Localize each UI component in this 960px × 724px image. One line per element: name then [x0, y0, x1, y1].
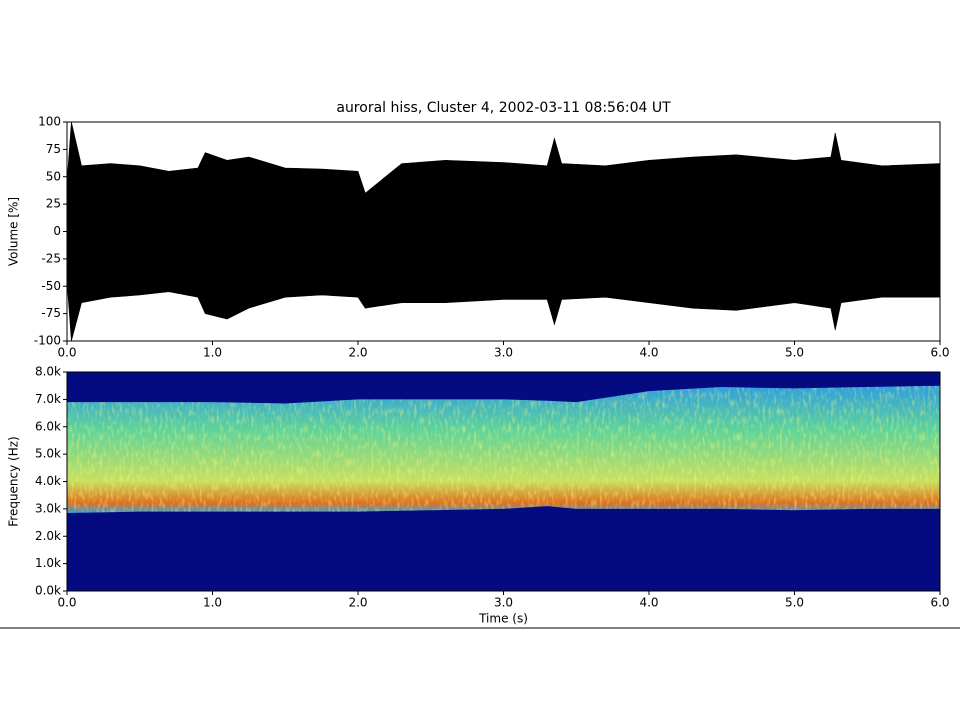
- x-tick-label: 2.0: [348, 346, 367, 360]
- y-tick-label: 2.0k: [35, 529, 61, 543]
- x-tick-label: 1.0: [203, 346, 222, 360]
- y-tick-label: 3.0k: [35, 501, 61, 515]
- x-tick-label: 5.0: [785, 346, 804, 360]
- chart-title: auroral hiss, Cluster 4, 2002-03-11 08:5…: [336, 100, 671, 116]
- y-tick-label: 1.0k: [35, 556, 61, 570]
- hiss-texture: [67, 385, 940, 513]
- x-axis-title: Time (s): [478, 612, 528, 626]
- y-tick-label: -25: [41, 251, 61, 265]
- y-tick-label: 50: [46, 169, 61, 183]
- y-tick-label: 100: [38, 115, 61, 129]
- x-tick-label: 4.0: [639, 346, 658, 360]
- y-tick-label: 25: [46, 197, 61, 211]
- x-tick-label: 6.0: [930, 596, 949, 610]
- y-tick-label: 8.0k: [35, 365, 61, 379]
- y-tick-label: 7.0k: [35, 392, 61, 406]
- y-tick-label: -75: [41, 306, 61, 320]
- y-tick-label: 0.0k: [35, 584, 61, 598]
- y-tick-label: 6.0k: [35, 419, 61, 433]
- y-tick-label: 4.0k: [35, 474, 61, 488]
- x-tick-label: 3.0: [494, 596, 513, 610]
- x-tick-label: 1.0: [203, 596, 222, 610]
- y-tick-label: 75: [46, 142, 61, 156]
- x-tick-label: 0.0: [57, 596, 76, 610]
- waveform-envelope: [66, 121, 941, 342]
- x-tick-label: 2.0: [348, 596, 367, 610]
- x-tick-label: 4.0: [639, 596, 658, 610]
- x-tick-label: 5.0: [785, 596, 804, 610]
- y-tick-label: 0: [53, 224, 61, 238]
- y-tick-label: -100: [34, 334, 61, 348]
- y-axis-title: Frequency (Hz): [7, 436, 21, 527]
- x-tick-label: 3.0: [494, 346, 513, 360]
- x-tick-label: 6.0: [930, 346, 949, 360]
- x-tick-label: 0.0: [57, 346, 76, 360]
- y-tick-label: -50: [41, 279, 61, 293]
- y-axis-title: Volume [%]: [7, 197, 21, 266]
- y-tick-label: 5.0k: [35, 447, 61, 461]
